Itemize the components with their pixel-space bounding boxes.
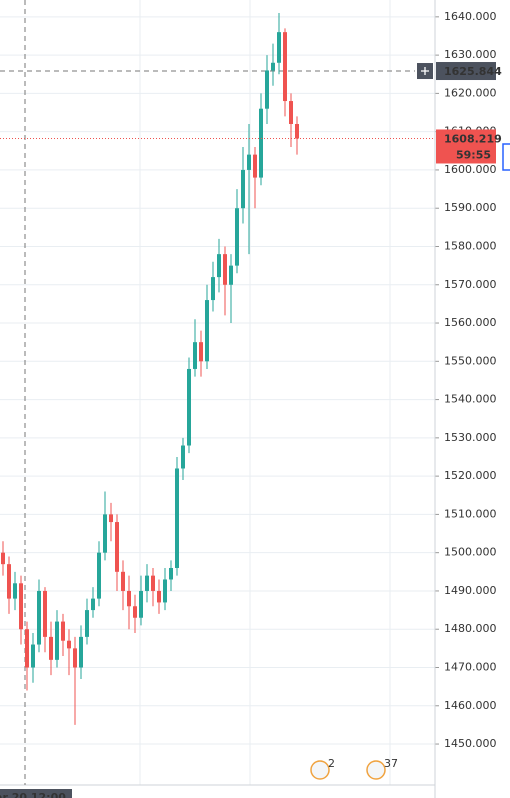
y-tick-label: 1570.000 xyxy=(444,278,497,291)
candle-body xyxy=(241,169,245,209)
last-price-label: 1608.219 xyxy=(444,132,502,145)
countdown-label: 59:55 xyxy=(456,148,491,161)
y-tick-label: 1580.000 xyxy=(444,239,497,252)
candle-body xyxy=(43,590,47,637)
candle-body xyxy=(79,636,83,668)
candle-body xyxy=(253,154,257,178)
y-tick-label: 1460.000 xyxy=(444,699,497,712)
crosshair-price-box xyxy=(436,62,496,81)
y-tick-label: 1590.000 xyxy=(444,201,497,214)
y-tick-label: 1620.000 xyxy=(444,86,497,99)
plus-icon xyxy=(421,67,429,76)
candle-body xyxy=(283,32,287,102)
candle-body xyxy=(73,648,77,668)
candle-body xyxy=(229,265,233,285)
candle-body xyxy=(205,300,209,362)
candle-body xyxy=(169,567,173,580)
candle-body xyxy=(133,606,137,618)
y-tick-label: 1490.000 xyxy=(444,584,497,597)
candle-body xyxy=(175,468,179,568)
candle-body xyxy=(139,590,143,618)
y-tick-label: 1520.000 xyxy=(444,469,497,482)
candle-body xyxy=(37,590,41,645)
candle-body xyxy=(7,564,11,599)
crosshair-time-label: Mar 20 12:00 xyxy=(0,791,66,798)
y-tick-label: 1470.000 xyxy=(444,660,497,673)
y-tick-label: 1550.000 xyxy=(444,354,497,367)
candle-body xyxy=(163,579,167,603)
crosshair-time-box xyxy=(0,789,72,798)
candle-body xyxy=(127,590,131,607)
last-price-box xyxy=(436,129,496,164)
candle-body xyxy=(289,101,293,125)
candle-body xyxy=(223,254,227,285)
candle-body xyxy=(121,571,125,591)
y-tick-label: 1510.000 xyxy=(444,507,497,520)
crosshair-price-label: 1625.844 xyxy=(444,65,502,78)
candle-body xyxy=(145,575,149,591)
candle-body xyxy=(1,552,5,565)
candle-body xyxy=(247,154,251,170)
candle-body xyxy=(55,621,59,660)
candle-body xyxy=(277,32,281,63)
y-tick-label: 1630.000 xyxy=(444,48,497,61)
candle-body xyxy=(199,342,203,362)
candle-body xyxy=(151,575,155,591)
event-count: 37 xyxy=(384,757,398,770)
candle-body xyxy=(265,70,269,109)
y-tick-label: 1540.000 xyxy=(444,393,497,406)
candle-body xyxy=(217,254,221,278)
candle-body xyxy=(193,342,197,369)
y-tick-label: 1480.000 xyxy=(444,622,497,635)
candle-body xyxy=(181,445,185,469)
candle-body xyxy=(49,636,53,660)
event-count: 2 xyxy=(328,757,335,770)
y-tick-label: 1560.000 xyxy=(444,316,497,329)
candle-body xyxy=(235,208,239,266)
event-icon xyxy=(310,760,330,780)
candle-body xyxy=(25,629,29,668)
candle-body xyxy=(103,514,107,553)
candle-body xyxy=(31,644,35,668)
candle-body xyxy=(211,277,215,301)
candle-body xyxy=(19,583,23,630)
candle-body xyxy=(259,108,263,178)
candle-body xyxy=(295,124,299,139)
y-tick-label: 1500.000 xyxy=(444,546,497,559)
y-tick-label: 1450.000 xyxy=(444,737,497,750)
candle-body xyxy=(271,62,275,71)
candle-body xyxy=(109,514,113,523)
candle-body xyxy=(115,522,119,572)
candle-body xyxy=(91,598,95,611)
candle-body xyxy=(61,621,65,641)
y-tick-label: 1600.000 xyxy=(444,163,497,176)
candle-body xyxy=(187,368,191,446)
edge-marker xyxy=(502,143,510,171)
candle-body xyxy=(85,610,89,637)
candle-body xyxy=(97,552,101,599)
candle-body xyxy=(157,590,161,603)
y-tick-label: 1640.000 xyxy=(444,10,497,23)
candle-body xyxy=(67,640,71,649)
event-icon xyxy=(366,760,386,780)
candle-body xyxy=(13,583,17,599)
y-tick-label: 1530.000 xyxy=(444,431,497,444)
